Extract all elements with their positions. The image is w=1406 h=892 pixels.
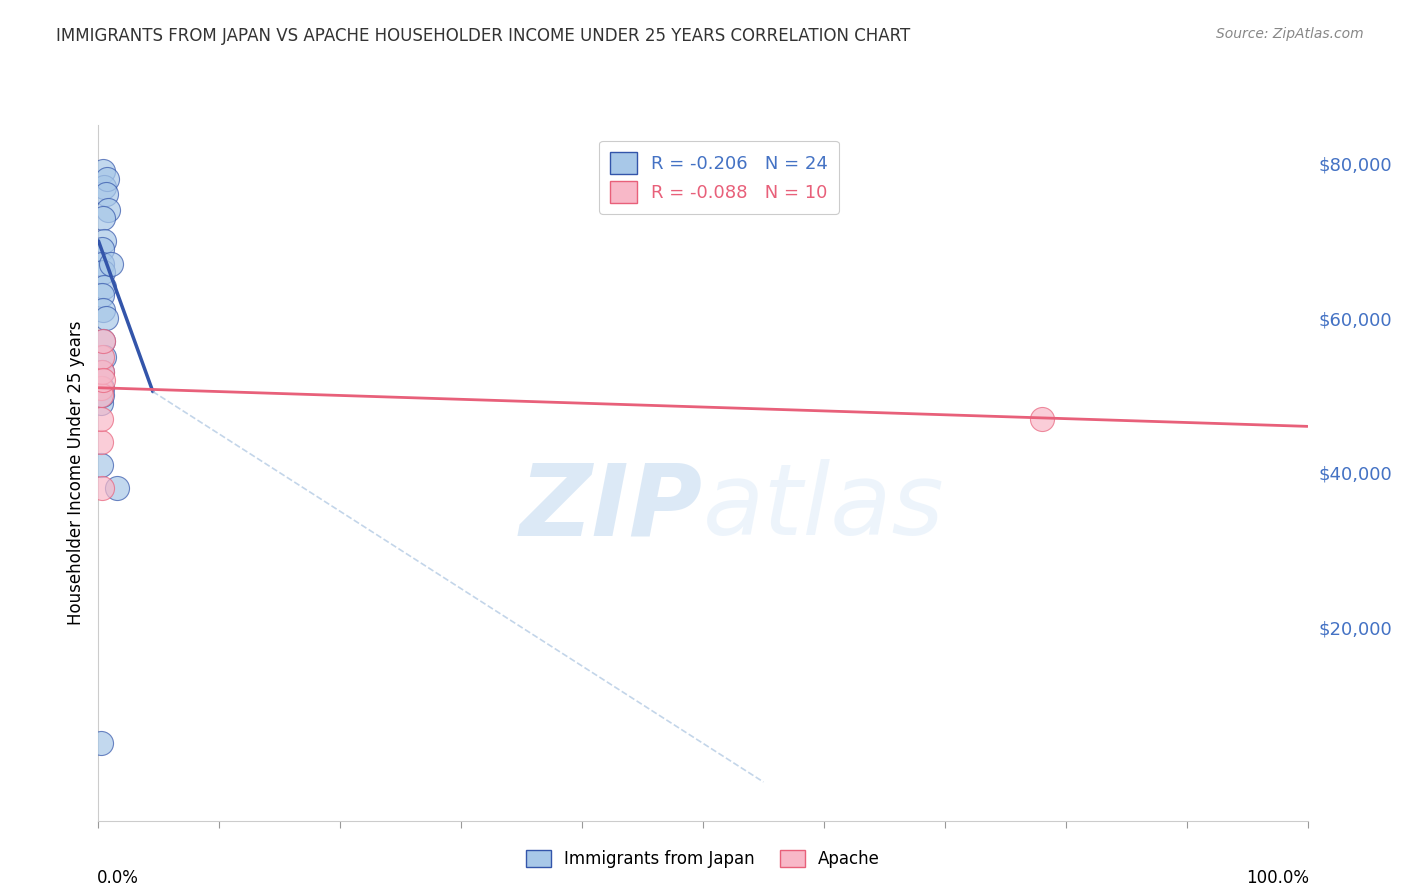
Text: Source: ZipAtlas.com: Source: ZipAtlas.com xyxy=(1216,27,1364,41)
Point xyxy=(91,381,114,395)
Point xyxy=(91,257,114,271)
Point xyxy=(91,265,114,279)
Point xyxy=(91,365,114,379)
Point xyxy=(91,164,114,178)
Point xyxy=(91,288,114,302)
Point xyxy=(91,242,114,256)
Legend: R = -0.206   N = 24, R = -0.088   N = 10: R = -0.206 N = 24, R = -0.088 N = 10 xyxy=(599,141,839,214)
Legend: Immigrants from Japan, Apache: Immigrants from Japan, Apache xyxy=(519,843,887,875)
Point xyxy=(91,373,114,387)
Point xyxy=(93,280,115,294)
Point xyxy=(91,211,114,225)
Point xyxy=(1031,411,1053,425)
Text: 0.0%: 0.0% xyxy=(97,870,139,888)
Point xyxy=(90,434,112,449)
Point xyxy=(90,381,112,395)
Point xyxy=(91,350,114,364)
Point xyxy=(96,172,118,186)
Point xyxy=(91,334,114,349)
Point xyxy=(105,481,128,495)
Point xyxy=(100,257,122,271)
Point xyxy=(93,234,115,248)
Text: 100.0%: 100.0% xyxy=(1246,870,1309,888)
Point xyxy=(93,350,115,364)
Point xyxy=(97,202,120,217)
Text: IMMIGRANTS FROM JAPAN VS APACHE HOUSEHOLDER INCOME UNDER 25 YEARS CORRELATION CH: IMMIGRANTS FROM JAPAN VS APACHE HOUSEHOL… xyxy=(56,27,911,45)
Point xyxy=(91,334,114,349)
Point xyxy=(94,187,117,202)
Point xyxy=(91,481,114,495)
Point xyxy=(94,311,117,326)
Text: atlas: atlas xyxy=(703,459,945,556)
Point xyxy=(90,411,112,425)
Text: ZIP: ZIP xyxy=(520,459,703,556)
Point xyxy=(90,458,112,472)
Point xyxy=(93,179,115,194)
Point xyxy=(91,365,114,379)
Point xyxy=(90,388,112,402)
Point xyxy=(91,388,114,402)
Point xyxy=(90,736,112,750)
Point xyxy=(90,396,112,410)
Y-axis label: Householder Income Under 25 years: Householder Income Under 25 years xyxy=(66,320,84,625)
Point xyxy=(91,303,114,318)
